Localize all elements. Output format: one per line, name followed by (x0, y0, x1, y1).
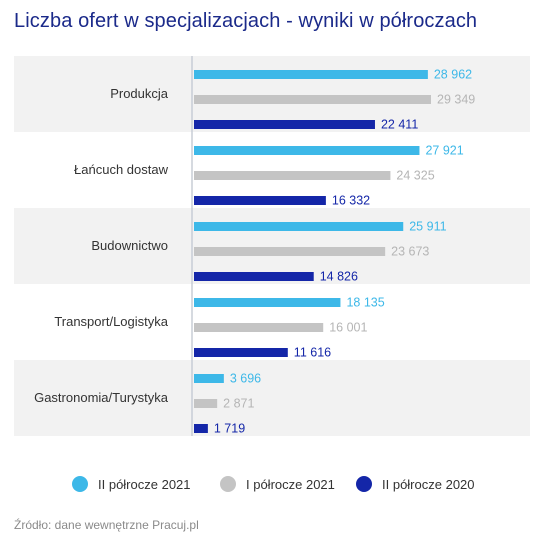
legend: II półrocze 2021 I półrocze 2021 II półr… (0, 476, 543, 500)
legend-item-h1-2021: I półrocze 2021 (220, 476, 335, 492)
category-label-lancuch-dostaw: Łańcuch dostaw (74, 162, 169, 177)
legend-label-h2-2021: II półrocze 2021 (98, 476, 191, 492)
data-label-h1-2021-gastronomia-turystyka: 2 871 (223, 397, 254, 411)
category-label-produkcja: Produkcja (110, 86, 169, 101)
chart-title: Liczba ofert w specjalizacjach - wyniki … (14, 10, 478, 32)
data-label-h2-2021-lancuch-dostaw: 27 921 (425, 144, 463, 158)
bar-h1-2021-budownictwo (194, 247, 386, 256)
bar-h2-2020-budownictwo (194, 272, 314, 281)
bar-h2-2020-gastronomia-turystyka (194, 424, 208, 433)
category-band-produkcja (14, 56, 530, 132)
bar-chart: Produkcja 28 962 29 349 22 411 Łańcuch dosta… (14, 56, 530, 436)
data-label-h2-2020-lancuch-dostaw: 16 332 (332, 194, 370, 208)
legend-swatch-h1-2021 (220, 476, 236, 492)
legend-item-h2-2020: II półrocze 2020 (356, 476, 475, 492)
data-label-h2-2021-gastronomia-turystyka: 3 696 (230, 372, 261, 386)
data-label-h1-2021-lancuch-dostaw: 24 325 (396, 169, 434, 183)
bar-h2-2021-gastronomia-turystyka (194, 374, 224, 383)
data-label-h2-2020-produkcja: 22 411 (381, 118, 418, 132)
legend-label-h2-2020: II półrocze 2020 (382, 476, 475, 492)
category-band-budownictwo (14, 208, 530, 284)
bar-h2-2020-transport-logistyka (194, 348, 288, 357)
source-note: Źródło: dane wewnętrzne Pracuj.pl (14, 518, 199, 532)
data-label-h1-2021-produkcja: 29 349 (437, 93, 475, 107)
bar-h1-2021-produkcja (194, 95, 431, 104)
legend-label-h1-2021: I półrocze 2021 (246, 476, 335, 492)
category-label-budownictwo: Budownictwo (91, 238, 168, 253)
bar-h2-2020-lancuch-dostaw (194, 196, 326, 205)
category-label-gastronomia-turystyka: Gastronomia/Turystyka (34, 390, 169, 405)
data-label-h2-2021-transport-logistyka: 18 135 (346, 296, 384, 310)
bar-h1-2021-lancuch-dostaw (194, 171, 391, 180)
bar-h2-2021-produkcja (194, 70, 428, 79)
data-label-h2-2020-transport-logistyka: 11 616 (294, 346, 331, 360)
bar-h1-2021-gastronomia-turystyka (194, 399, 218, 408)
data-label-h2-2020-budownictwo: 14 826 (320, 270, 358, 284)
legend-swatch-h2-2020 (356, 476, 372, 492)
legend-swatch-h2-2021 (72, 476, 88, 492)
category-band-gastronomia-turystyka (14, 360, 530, 436)
data-label-h2-2020-gastronomia-turystyka: 1 719 (214, 422, 245, 436)
data-label-h2-2021-budownictwo: 25 911 (409, 220, 446, 234)
bar-h2-2021-transport-logistyka (194, 298, 341, 307)
category-label-transport-logistyka: Transport/Logistyka (54, 314, 168, 329)
bar-h1-2021-transport-logistyka (194, 323, 324, 332)
bar-h2-2021-lancuch-dostaw (194, 146, 420, 155)
data-label-h1-2021-transport-logistyka: 16 001 (329, 321, 367, 335)
bar-h2-2020-produkcja (194, 120, 375, 129)
bar-h2-2021-budownictwo (194, 222, 404, 231)
data-label-h1-2021-budownictwo: 23 673 (391, 245, 429, 259)
legend-item-h2-2021: II półrocze 2021 (72, 476, 191, 492)
data-label-h2-2021-produkcja: 28 962 (434, 68, 472, 82)
